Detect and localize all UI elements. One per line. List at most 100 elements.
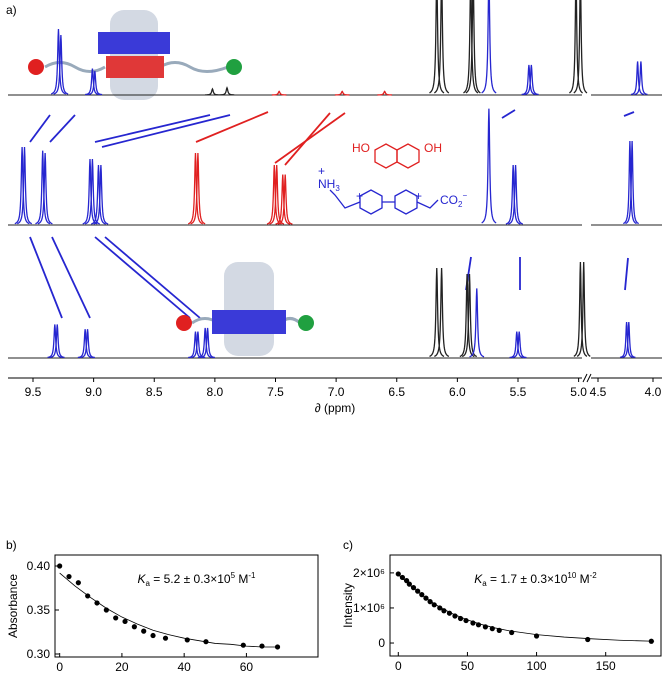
structure-label: OH bbox=[424, 141, 442, 155]
connector bbox=[29, 236, 63, 319]
y-axis-label: Intensity bbox=[341, 583, 355, 628]
x-tick-label: 50 bbox=[461, 659, 475, 673]
data-point bbox=[274, 644, 281, 650]
data-point bbox=[162, 635, 169, 641]
x-tick-label: 4.0 bbox=[645, 385, 662, 399]
structure-label: + bbox=[318, 164, 325, 178]
peak bbox=[84, 158, 100, 225]
peak bbox=[523, 64, 539, 96]
ring bbox=[359, 189, 383, 215]
structure-label: CO2− bbox=[440, 191, 467, 209]
peak bbox=[465, 0, 481, 94]
connector bbox=[104, 236, 201, 319]
annotation-part: K bbox=[137, 572, 146, 586]
peak bbox=[511, 331, 527, 359]
viologen bbox=[212, 310, 286, 334]
data-point bbox=[446, 610, 453, 616]
connector bbox=[94, 114, 211, 143]
ring bbox=[374, 143, 398, 169]
data-point bbox=[452, 613, 458, 619]
break-mark bbox=[582, 373, 588, 383]
data-point bbox=[509, 629, 515, 636]
peak bbox=[200, 327, 215, 359]
naphthol bbox=[106, 56, 164, 78]
x-tick-label: 9.0 bbox=[85, 385, 102, 399]
chain bbox=[159, 61, 229, 73]
data-point bbox=[406, 581, 412, 587]
peak bbox=[461, 273, 478, 358]
y-tick-label: 0.30 bbox=[27, 647, 51, 661]
connector bbox=[94, 236, 191, 319]
peak bbox=[481, 0, 497, 94]
stopper bbox=[298, 315, 314, 331]
connector bbox=[624, 257, 629, 291]
stopper bbox=[28, 59, 44, 75]
data-point bbox=[415, 588, 421, 594]
x-tick-label: 8.5 bbox=[146, 385, 163, 399]
y-axis-label: Absorbance bbox=[6, 574, 20, 638]
stopper bbox=[176, 315, 192, 331]
y-tick-label: 2×10⁶ bbox=[353, 566, 385, 580]
connector bbox=[623, 111, 635, 117]
structure-label: 3 bbox=[335, 184, 340, 193]
peak bbox=[14, 146, 30, 225]
rotaxane-bottom bbox=[176, 262, 314, 356]
peak bbox=[275, 174, 291, 225]
panel-label: c) bbox=[343, 538, 353, 552]
peak bbox=[91, 164, 106, 225]
data-point bbox=[103, 607, 109, 613]
connector bbox=[29, 114, 51, 143]
peak bbox=[429, 0, 445, 94]
chain bbox=[44, 61, 106, 73]
structure: HO OH NH3 + + + CO2− bbox=[318, 141, 467, 215]
annotation-part: -2 bbox=[590, 571, 598, 580]
data-point bbox=[141, 628, 147, 634]
ring bbox=[396, 143, 420, 169]
x-tick-label: 100 bbox=[527, 659, 547, 673]
stopper bbox=[226, 59, 242, 75]
y-tick-label: 1×10⁶ bbox=[353, 601, 385, 615]
panel-label: b) bbox=[6, 538, 17, 552]
x-tick-label: 0 bbox=[56, 660, 63, 674]
y-tick-label: 0.40 bbox=[27, 559, 51, 573]
y-tick-label: 0 bbox=[378, 636, 385, 650]
data-point bbox=[489, 626, 495, 632]
annotation-part: 5 bbox=[231, 571, 236, 580]
data-point bbox=[131, 624, 137, 630]
peak bbox=[93, 164, 109, 225]
x-tick-label: 20 bbox=[115, 660, 129, 674]
peak bbox=[434, 0, 450, 94]
annotation-part: a bbox=[482, 579, 487, 588]
data-point bbox=[470, 620, 476, 626]
peak bbox=[505, 164, 521, 225]
data-point bbox=[403, 578, 410, 584]
panel-label: a) bbox=[6, 3, 17, 17]
x-tick-label: 7.5 bbox=[267, 385, 284, 399]
annotation: Ka = 5.2 ± 0.3×105 M-1 bbox=[137, 571, 256, 588]
plot-frame bbox=[54, 554, 319, 658]
structure-label: 2 bbox=[458, 200, 463, 209]
annotation: Ka = 1.7 ± 0.3×1010 M-2 bbox=[474, 571, 597, 588]
cucurbituril bbox=[224, 262, 274, 356]
structure-label: CO bbox=[440, 193, 458, 207]
peak bbox=[16, 146, 33, 225]
annotation-part: K bbox=[474, 572, 483, 586]
x-tick-label: 40 bbox=[177, 660, 191, 674]
connector bbox=[51, 236, 91, 319]
structure-label: NH bbox=[318, 177, 335, 191]
peak bbox=[271, 90, 287, 96]
connector bbox=[274, 112, 346, 164]
data-point bbox=[427, 599, 433, 605]
x-tick-label: 6.0 bbox=[449, 385, 466, 399]
data-point bbox=[184, 637, 190, 643]
connector bbox=[284, 112, 331, 166]
annotation-part: -1 bbox=[248, 571, 256, 580]
x-tick-label: 60 bbox=[240, 660, 254, 674]
peak bbox=[434, 267, 450, 358]
peak bbox=[625, 140, 639, 225]
peak bbox=[35, 150, 51, 225]
data-point bbox=[496, 627, 502, 633]
peak bbox=[82, 158, 98, 225]
data-point bbox=[648, 638, 654, 644]
x-tick-label: 8.0 bbox=[207, 385, 224, 399]
